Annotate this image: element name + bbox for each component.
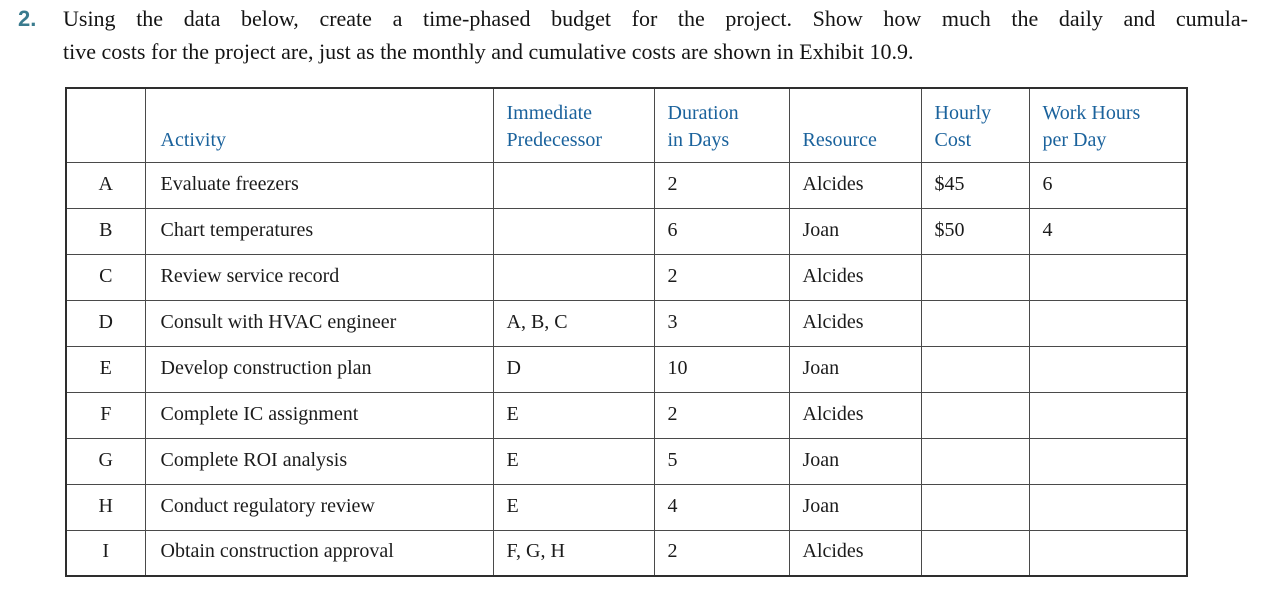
cell-duration: 6 [653,207,790,255]
cell-activity-id: H [65,483,146,531]
table-row: C Review service record 2 Alcides [65,253,1188,301]
cell-work-hours [1028,437,1188,485]
cell-resource: Alcides [788,529,922,577]
cell-duration: 4 [653,483,790,531]
cell-activity-id: G [65,437,146,485]
cell-resource: Alcides [788,161,922,209]
header-resource: Resource [788,87,922,163]
cell-duration: 10 [653,345,790,393]
cell-work-hours [1028,391,1188,439]
cell-hourly-cost [920,391,1030,439]
cell-hourly-cost [920,529,1030,577]
header-work-hours-per-day: Work Hours per Day [1028,87,1188,163]
cell-hourly-cost [920,299,1030,347]
table-body: A Evaluate freezers 2 Alcides $45 6 B Ch… [65,161,1188,577]
cell-activity-id: D [65,299,146,347]
cell-duration: 2 [653,161,790,209]
header-hourly-cost: Hourly Cost [920,87,1030,163]
cell-predecessor: E [492,391,655,439]
cell-predecessor [492,161,655,209]
cell-hourly-cost [920,345,1030,393]
cell-predecessor: F, G, H [492,529,655,577]
cell-duration: 5 [653,437,790,485]
cell-predecessor: A, B, C [492,299,655,347]
cell-resource: Joan [788,437,922,485]
cell-hourly-cost: $45 [920,161,1030,209]
problem-number: 2. [18,6,37,31]
cell-predecessor [492,207,655,255]
cell-hourly-cost [920,253,1030,301]
table-row: B Chart temperatures 6 Joan $50 4 [65,207,1188,255]
cell-activity-id: I [65,529,146,577]
activity-data-table: Activity Immediate Predecessor Duration … [65,87,1188,577]
cell-activity-id: A [65,161,146,209]
header-activity: Activity [144,87,494,163]
cell-activity-name: Review service record [144,253,494,301]
cell-activity-name: Develop construction plan [144,345,494,393]
table-row: D Consult with HVAC engineer A, B, C 3 A… [65,299,1188,347]
cell-work-hours: 6 [1028,161,1188,209]
cell-resource: Alcides [788,299,922,347]
cell-activity-id: F [65,391,146,439]
cell-predecessor: E [492,437,655,485]
problem-statement: 2. Using the data below, create a time-p… [18,2,1248,68]
cell-activity-id: B [65,207,146,255]
cell-predecessor [492,253,655,301]
cell-work-hours [1028,299,1188,347]
cell-work-hours [1028,529,1188,577]
cell-hourly-cost [920,483,1030,531]
table-row: G Complete ROI analysis E 5 Joan [65,437,1188,485]
cell-resource: Alcides [788,253,922,301]
cell-resource: Joan [788,345,922,393]
cell-hourly-cost: $50 [920,207,1030,255]
cell-work-hours [1028,345,1188,393]
cell-activity-name: Evaluate freezers [144,161,494,209]
cell-activity-name: Chart temperatures [144,207,494,255]
cell-predecessor: E [492,483,655,531]
cell-activity-id: C [65,253,146,301]
header-row: Activity Immediate Predecessor Duration … [65,87,1188,163]
cell-work-hours [1028,253,1188,301]
table-row: E Develop construction plan D 10 Joan [65,345,1188,393]
cell-work-hours [1028,483,1188,531]
cell-activity-name: Complete IC assignment [144,391,494,439]
cell-activity-name: Consult with HVAC engineer [144,299,494,347]
cell-activity-name: Complete ROI analysis [144,437,494,485]
problem-text: Using the data below, create a time-phas… [63,2,1248,68]
problem-text-line1: Using the data below, create a time-phas… [63,6,1248,31]
cell-duration: 3 [653,299,790,347]
cell-hourly-cost [920,437,1030,485]
cell-resource: Joan [788,483,922,531]
cell-activity-name: Obtain construction approval [144,529,494,577]
header-blank [65,87,146,163]
table-row: I Obtain construction approval F, G, H 2… [65,529,1188,577]
header-immediate-predecessor: Immediate Predecessor [492,87,655,163]
table-header: Activity Immediate Predecessor Duration … [65,87,1188,163]
cell-predecessor: D [492,345,655,393]
table-row: F Complete IC assignment E 2 Alcides [65,391,1188,439]
table-row: A Evaluate freezers 2 Alcides $45 6 [65,161,1188,209]
cell-duration: 2 [653,391,790,439]
cell-activity-id: E [65,345,146,393]
cell-duration: 2 [653,253,790,301]
problem-text-line2: tive costs for the project are, just as … [63,39,914,64]
cell-duration: 2 [653,529,790,577]
table-row: H Conduct regulatory review E 4 Joan [65,483,1188,531]
cell-resource: Joan [788,207,922,255]
cell-activity-name: Conduct regulatory review [144,483,494,531]
cell-work-hours: 4 [1028,207,1188,255]
cell-resource: Alcides [788,391,922,439]
header-duration-in-days: Duration in Days [653,87,790,163]
